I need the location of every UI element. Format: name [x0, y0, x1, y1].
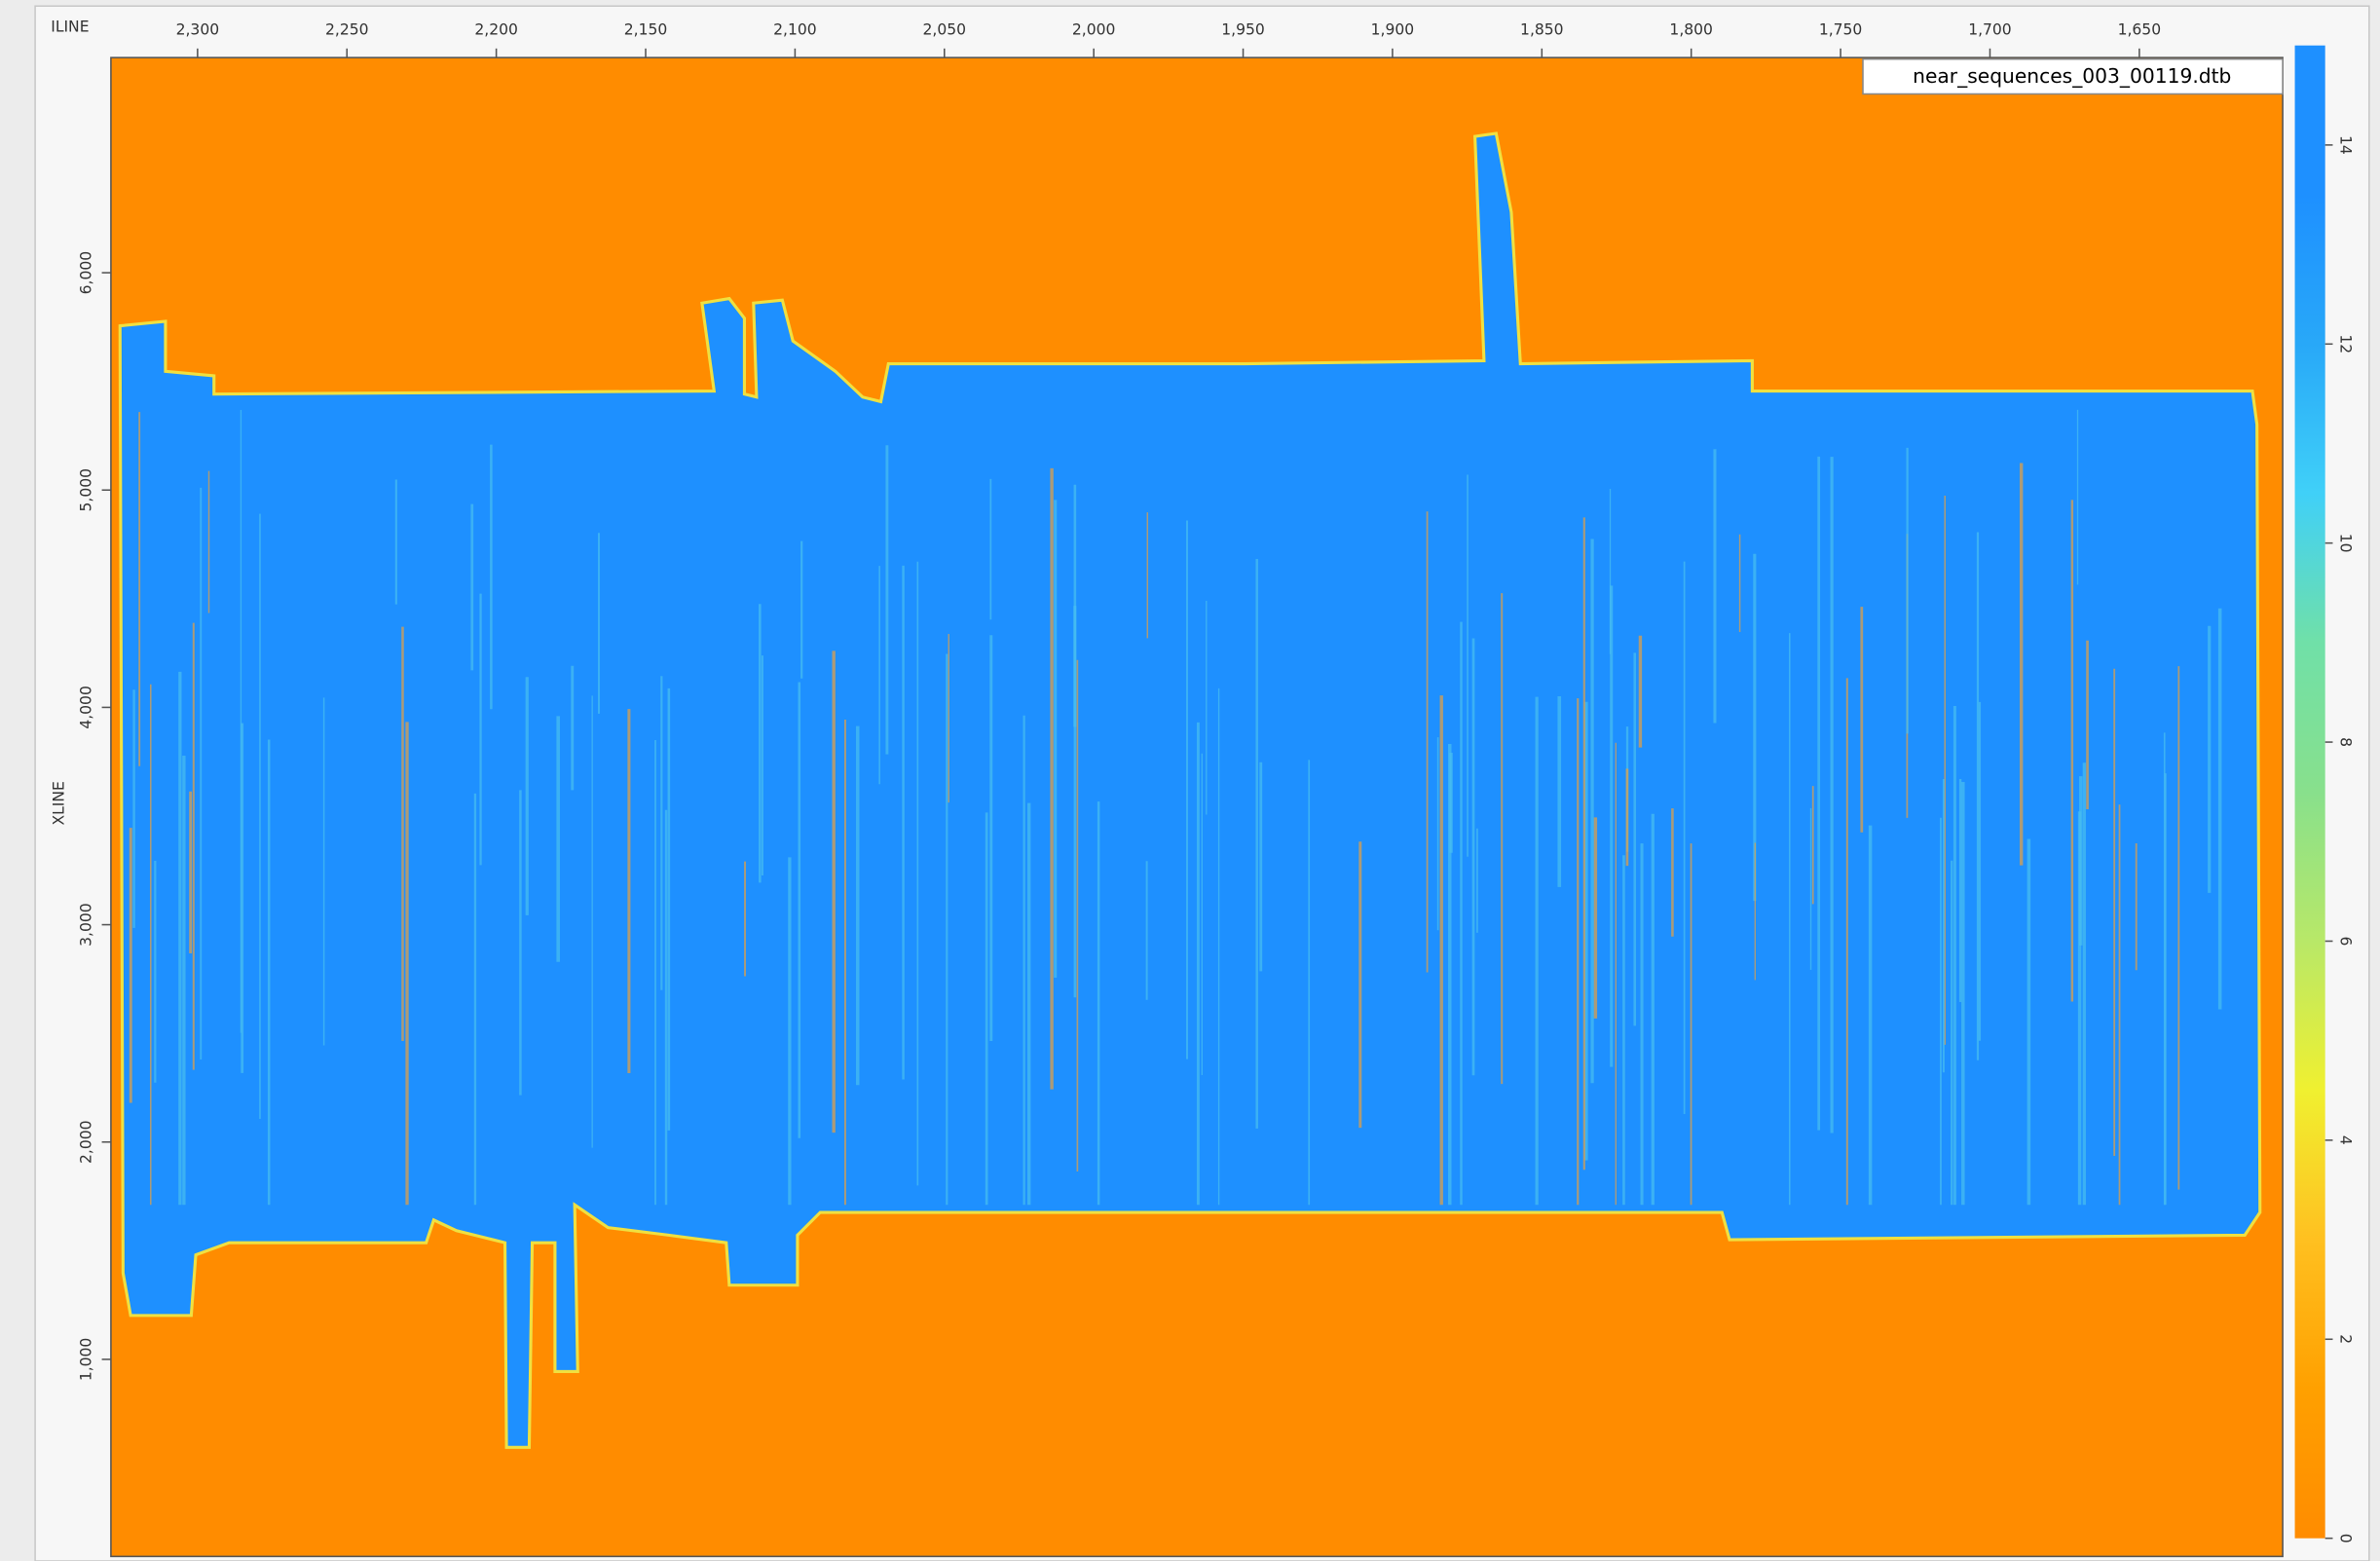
heatmap [110, 57, 2284, 1557]
colorbar-tick-label: 2 [2336, 1334, 2354, 1344]
x-tick-label: 2,050 [923, 21, 967, 39]
colorbar-tick-label: 0 [2336, 1534, 2354, 1543]
streaks [129, 409, 2222, 1206]
annotation: near_sequences_003_00119.dtb [1913, 64, 2231, 88]
x-tick-label: 1,850 [1520, 21, 1564, 39]
x-tick-label: 2,150 [624, 21, 668, 39]
y-tick-label: 4,000 [78, 686, 95, 729]
colorbar-tick-label: 10 [2336, 534, 2354, 553]
x-tick-label: 1,800 [1669, 21, 1713, 39]
colorbar-tick-label: 4 [2336, 1135, 2354, 1145]
x-tick-label: 1,900 [1371, 21, 1415, 39]
x-tick-label: 2,000 [1072, 21, 1116, 39]
y-tick-label: 5,000 [78, 468, 95, 512]
y-tick-label: 2,000 [78, 1120, 95, 1164]
y-axis-label: XLINE [50, 781, 67, 825]
colorbar-tick-label: 6 [2336, 937, 2354, 947]
x-tick-label: 1,650 [2118, 21, 2162, 39]
annotation-box [1862, 57, 2284, 95]
x-axis-label: ILINE [51, 19, 89, 36]
y-tick-label: 6,000 [78, 251, 95, 295]
x-tick-label: 1,700 [1968, 21, 2012, 39]
y-tick-label: 3,000 [78, 903, 95, 947]
x-tick-label: 1,950 [1221, 21, 1265, 39]
x-tick-label: 2,300 [176, 21, 220, 39]
x-tick-label: 1,750 [1819, 21, 1863, 39]
colorbar-tick-label: 12 [2336, 334, 2354, 353]
x-tick-label: 2,200 [474, 21, 518, 39]
colorbar [2294, 45, 2325, 1539]
colorbar-tick-label: 14 [2336, 135, 2354, 155]
x-tick-label: 2,100 [773, 21, 817, 39]
plot-frame [110, 56, 2284, 1558]
y-tick-label: 1,000 [78, 1338, 95, 1382]
x-tick-label: 2,250 [325, 21, 369, 39]
colorbar-tick-label: 8 [2336, 737, 2354, 747]
